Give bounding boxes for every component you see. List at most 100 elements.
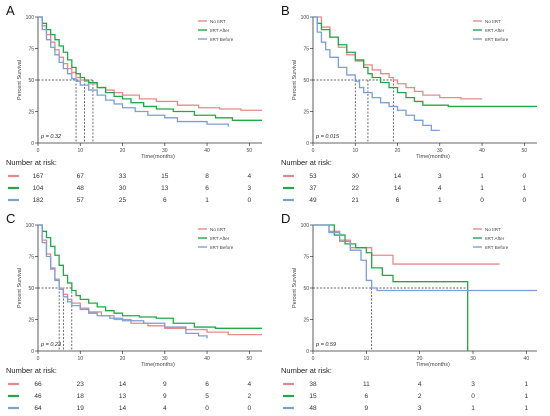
legend-label: IIRT After (485, 28, 505, 33)
risk-count: 15 (161, 173, 169, 180)
legend-label: No IIRT (485, 227, 501, 232)
y-axis-label: Percent Survival (17, 60, 23, 100)
risk-table-title: Number at risk: (281, 158, 332, 167)
risk-table-title: Number at risk: (6, 158, 57, 167)
risk-count: 6 (365, 393, 369, 400)
risk-count: 14 (119, 381, 127, 388)
risk-count: 48 (77, 185, 85, 192)
y-tick-label: 0 (306, 141, 309, 147)
legend-label: No IIRT (210, 19, 226, 24)
risk-table-title: Number at risk: (6, 366, 57, 375)
risk-count: 2 (418, 393, 422, 400)
survival-curve-2 (313, 224, 469, 351)
risk-count: 0 (205, 405, 209, 412)
panel-letter: D (281, 211, 290, 226)
x-tick-label: 30 (437, 148, 443, 154)
risk-count: 0 (480, 197, 484, 204)
risk-count: 1 (480, 173, 484, 180)
risk-count: 4 (248, 381, 252, 388)
risk-count: 6 (396, 197, 400, 204)
x-tick-label: 10 (364, 356, 370, 362)
survival-curve-3 (38, 16, 229, 127)
panel-c: C 0 25 50 75 100 0 10 20 30 40 50 Time(months) Percen… (0, 208, 275, 416)
x-tick-label: 50 (522, 148, 528, 154)
risk-count: 0 (248, 197, 252, 204)
y-tick-label: 100 (301, 15, 310, 21)
risk-count: 38 (309, 381, 317, 388)
risk-count: 4 (163, 405, 167, 412)
y-tick-label: 50 (303, 286, 309, 292)
x-tick-label: 0 (37, 148, 40, 154)
y-tick-label: 75 (303, 47, 309, 53)
risk-count: 3 (248, 185, 252, 192)
risk-count: 22 (352, 185, 360, 192)
y-tick-label: 25 (303, 110, 309, 116)
legend-label: No IIRT (210, 227, 226, 232)
risk-count: 9 (365, 405, 369, 412)
x-tick-label: 40 (204, 148, 210, 154)
survival-curve-3 (313, 16, 440, 132)
risk-count: 33 (119, 173, 127, 180)
risk-count: 37 (309, 185, 317, 192)
legend-label: IIRT Before (210, 37, 234, 42)
risk-count: 53 (309, 173, 317, 180)
risk-count: 6 (163, 197, 167, 204)
legend-label: IIRT After (210, 236, 230, 241)
x-tick-label: 0 (312, 356, 315, 362)
survival-curve-2 (313, 16, 537, 108)
x-tick-label: 10 (352, 148, 358, 154)
y-tick-label: 0 (31, 349, 34, 355)
x-tick-label: 20 (395, 148, 401, 154)
legend-label: IIRT After (485, 236, 505, 241)
risk-count: 46 (34, 393, 42, 400)
y-tick-label: 50 (28, 78, 34, 84)
y-tick-label: 0 (306, 349, 309, 355)
risk-count: 9 (163, 393, 167, 400)
legend-label: IIRT Before (210, 245, 234, 250)
risk-count: 64 (34, 405, 42, 412)
legend-label: IIRT After (210, 28, 230, 33)
y-tick-label: 75 (28, 255, 34, 261)
y-tick-label: 100 (301, 223, 310, 229)
legend-label: IIRT Before (485, 245, 509, 250)
panel-b: B 0 25 50 75 100 0 10 20 30 40 50 Time(months) Percen… (275, 0, 550, 208)
x-tick-label: 40 (479, 148, 485, 154)
y-tick-label: 50 (28, 286, 34, 292)
risk-count: 57 (77, 197, 85, 204)
y-tick-label: 50 (303, 78, 309, 84)
risk-count: 25 (119, 197, 127, 204)
y-tick-label: 75 (303, 255, 309, 261)
panel-letter: B (281, 3, 290, 18)
survival-curve-2 (38, 224, 262, 329)
risk-count: 3 (418, 405, 422, 412)
risk-count: 167 (33, 173, 44, 180)
risk-count: 19 (77, 405, 85, 412)
p-value-label: p = 0.59 (315, 342, 336, 348)
risk-count: 3 (471, 381, 475, 388)
survival-curve-1 (38, 224, 262, 336)
risk-count: 6 (205, 185, 209, 192)
x-tick-label: 10 (77, 356, 83, 362)
risk-table-title: Number at risk: (281, 366, 332, 375)
panel-letter: A (6, 3, 15, 18)
panel-a: A 0 25 50 75 100 0 10 20 30 40 50 Time(months) Percen… (0, 0, 275, 208)
x-tick-label: 40 (204, 356, 210, 362)
x-tick-label: 0 (312, 148, 315, 154)
survival-curve-3 (38, 224, 208, 339)
survival-curve-1 (313, 224, 500, 265)
risk-count: 104 (33, 185, 44, 192)
risk-count: 8 (205, 173, 209, 180)
survival-curve-1 (38, 16, 262, 111)
x-axis-label: Time(months) (416, 154, 450, 160)
risk-count: 23 (77, 381, 85, 388)
y-tick-label: 0 (31, 141, 34, 147)
x-tick-label: 40 (524, 356, 530, 362)
x-tick-label: 20 (417, 356, 423, 362)
x-tick-label: 20 (120, 356, 126, 362)
risk-count: 1 (525, 393, 529, 400)
x-axis-label: Time(months) (141, 362, 175, 368)
